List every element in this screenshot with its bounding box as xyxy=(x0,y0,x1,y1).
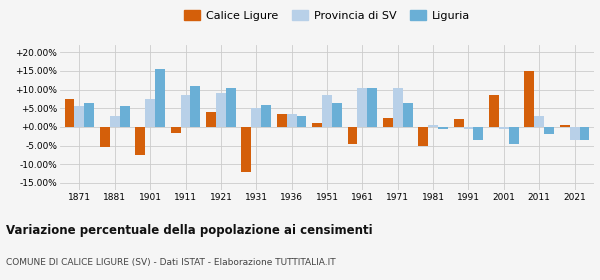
Bar xyxy=(85,103,94,127)
Bar xyxy=(287,114,296,127)
Bar xyxy=(296,116,307,127)
Bar xyxy=(190,86,200,127)
Bar xyxy=(206,112,216,127)
Bar xyxy=(383,118,393,127)
Bar xyxy=(509,127,518,144)
Bar xyxy=(251,108,261,127)
Bar xyxy=(261,104,271,127)
Bar xyxy=(65,99,74,127)
Bar xyxy=(332,103,342,127)
Bar xyxy=(170,127,181,132)
Bar xyxy=(418,127,428,146)
Bar xyxy=(347,127,358,144)
Legend: Calice Ligure, Provincia di SV, Liguria: Calice Ligure, Provincia di SV, Liguria xyxy=(181,7,473,24)
Bar xyxy=(312,123,322,127)
Bar xyxy=(403,103,413,127)
Bar xyxy=(181,95,190,127)
Bar xyxy=(393,88,403,127)
Bar xyxy=(241,127,251,172)
Bar xyxy=(322,95,332,127)
Bar xyxy=(358,88,367,127)
Bar xyxy=(367,88,377,127)
Bar xyxy=(454,120,464,127)
Bar xyxy=(277,114,287,127)
Bar xyxy=(499,127,509,129)
Bar xyxy=(473,127,484,140)
Bar xyxy=(464,127,473,129)
Bar xyxy=(544,127,554,134)
Bar xyxy=(120,106,130,127)
Text: Variazione percentuale della popolazione ai censimenti: Variazione percentuale della popolazione… xyxy=(6,224,373,237)
Bar xyxy=(438,127,448,129)
Bar xyxy=(569,127,580,140)
Bar xyxy=(100,127,110,148)
Bar xyxy=(136,127,145,155)
Bar xyxy=(428,125,438,127)
Bar xyxy=(534,116,544,127)
Bar xyxy=(560,125,569,127)
Bar xyxy=(155,69,165,127)
Bar xyxy=(580,127,589,140)
Bar xyxy=(524,71,534,127)
Bar xyxy=(489,95,499,127)
Text: COMUNE DI CALICE LIGURE (SV) - Dati ISTAT - Elaborazione TUTTITALIA.IT: COMUNE DI CALICE LIGURE (SV) - Dati ISTA… xyxy=(6,258,335,267)
Bar xyxy=(226,88,236,127)
Bar xyxy=(145,99,155,127)
Bar xyxy=(216,93,226,127)
Bar xyxy=(74,106,85,127)
Bar xyxy=(110,116,120,127)
